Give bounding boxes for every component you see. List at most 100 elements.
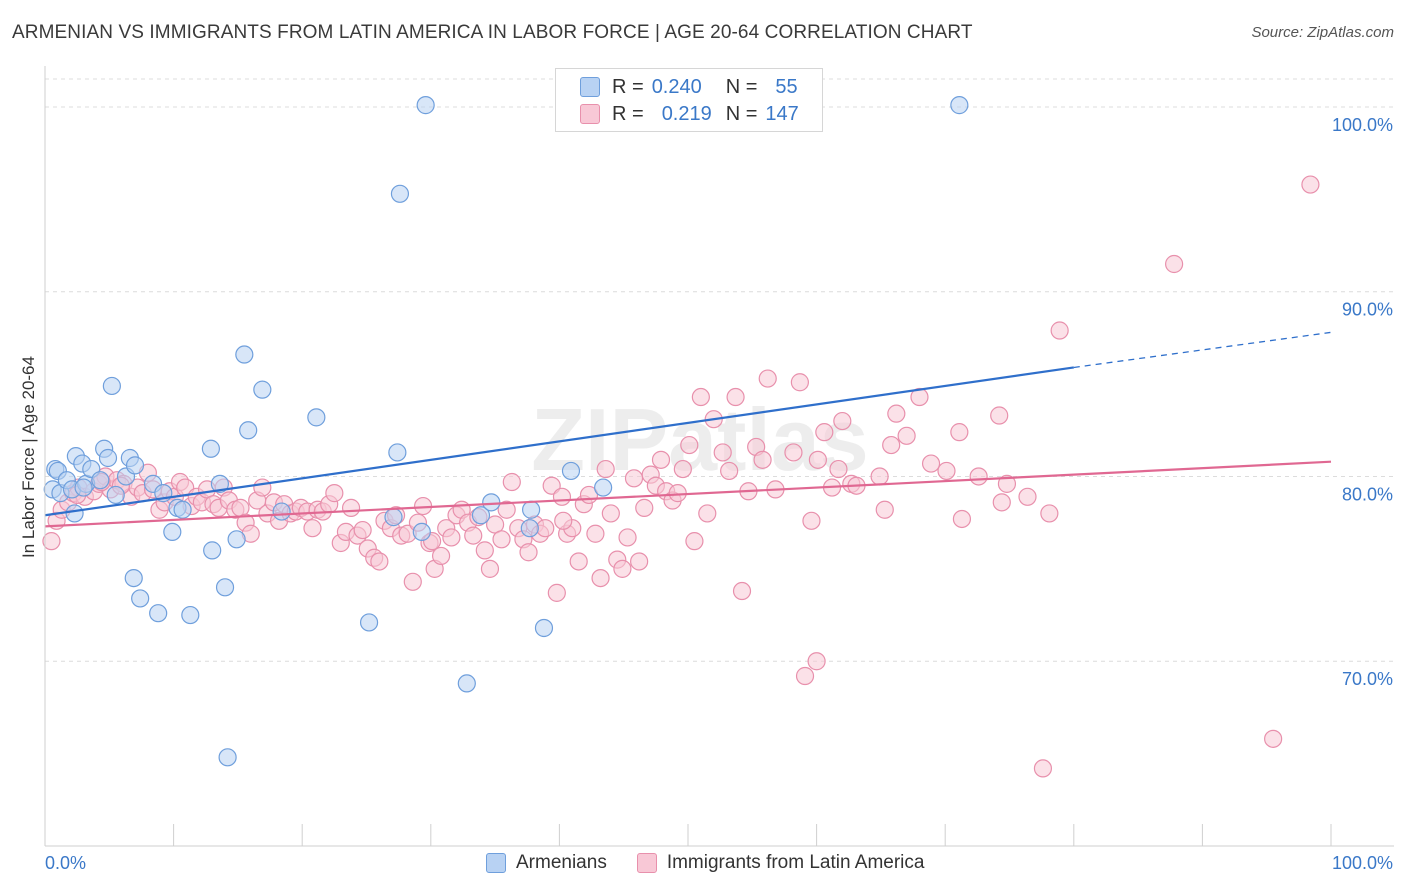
data-point-latin-america — [897, 426, 916, 445]
series-armenians-points — [43, 96, 969, 767]
data-point-latin-america — [950, 423, 969, 442]
data-point-latin-america — [1033, 759, 1053, 778]
data-point-armenians — [102, 376, 121, 396]
data-point-armenians — [359, 613, 379, 632]
data-point-latin-america — [1040, 504, 1059, 523]
data-point-armenians — [307, 408, 326, 427]
data-point-latin-america — [464, 526, 483, 545]
data-point-armenians — [215, 578, 235, 597]
data-point-latin-america — [353, 520, 372, 540]
data-point-latin-america — [990, 406, 1009, 425]
y-tick-label: 80.0% — [1342, 484, 1393, 504]
data-point-latin-america — [997, 474, 1017, 493]
legend-swatch-latin-america — [580, 104, 600, 124]
data-point-latin-america — [875, 500, 894, 519]
data-point-latin-america — [303, 519, 322, 538]
data-point-armenians — [522, 500, 541, 519]
x-tick-label: 0.0% — [45, 853, 86, 873]
data-point-latin-america — [808, 450, 827, 469]
data-point-latin-america — [887, 404, 906, 423]
data-point-latin-america — [586, 524, 605, 543]
data-point-latin-america — [651, 450, 671, 469]
legend-n-label: N = — [725, 75, 758, 98]
data-point-armenians — [74, 478, 93, 497]
data-point-armenians — [388, 443, 407, 462]
chart-title: ARMENIAN VS IMMIGRANTS FROM LATIN AMERIC… — [12, 22, 973, 43]
data-point-latin-america — [833, 411, 852, 431]
data-point-latin-america — [921, 454, 941, 473]
data-point-latin-america — [673, 459, 692, 479]
data-point-latin-america — [403, 572, 422, 591]
data-point-latin-america — [370, 552, 389, 571]
data-point-armenians — [91, 471, 110, 490]
data-point-armenians — [950, 96, 969, 115]
data-point-latin-america — [992, 493, 1011, 512]
x-tick-label: 100.0% — [1332, 853, 1393, 873]
data-point-armenians — [384, 508, 403, 527]
data-point-armenians — [227, 530, 246, 549]
y-tick-label: 90.0% — [1342, 300, 1393, 320]
data-point-latin-america — [802, 511, 821, 530]
data-point-latin-america — [784, 443, 803, 462]
data-point-armenians — [218, 748, 237, 767]
data-point-latin-america — [475, 541, 494, 560]
legend-label-latin-america: Immigrants from Latin America — [666, 852, 925, 873]
legend-row-latin-america: R = 0.219 N = 147 — [580, 101, 799, 127]
data-point-armenians — [181, 605, 200, 625]
data-point-latin-america — [591, 568, 610, 588]
data-point-latin-america — [882, 435, 901, 455]
data-point-latin-america — [807, 652, 826, 671]
data-point-latin-america — [341, 498, 361, 517]
data-point-latin-america — [630, 552, 649, 571]
source-credit: Source: ZipAtlas.com — [1251, 24, 1394, 41]
grid-layer — [45, 78, 1394, 662]
data-point-latin-america — [601, 504, 620, 523]
data-point-latin-america — [952, 509, 972, 529]
data-point-latin-america — [795, 666, 815, 686]
data-point-latin-america — [42, 532, 61, 551]
y-axis-label: In Labor Force | Age 20-64 — [19, 356, 38, 558]
legend-swatch-latin-america — [636, 853, 657, 873]
data-point-latin-america — [1264, 729, 1283, 748]
data-point-armenians — [594, 478, 613, 497]
data-point-latin-america — [542, 476, 561, 495]
data-point-armenians — [124, 568, 143, 588]
data-point-latin-america — [790, 373, 809, 392]
data-point-latin-america — [624, 469, 644, 488]
data-point-latin-america — [1018, 487, 1037, 506]
data-point-latin-america — [596, 459, 615, 479]
data-point-armenians — [471, 506, 491, 525]
data-point-latin-america — [442, 528, 461, 547]
data-point-latin-america — [680, 435, 699, 455]
data-point-armenians — [253, 380, 272, 399]
data-point-latin-america — [536, 519, 555, 538]
watermark: ZIPatlas — [531, 390, 868, 489]
data-point-latin-america — [1050, 321, 1069, 340]
data-point-armenians — [482, 493, 501, 512]
data-point-latin-america — [758, 369, 777, 388]
data-point-armenians — [131, 589, 150, 608]
legend-swatch-armenians — [486, 853, 506, 873]
data-point-armenians — [416, 96, 435, 115]
data-point-armenians — [272, 502, 291, 521]
data-point-armenians — [457, 674, 476, 693]
trend-line-armenians — [44, 366, 1074, 517]
data-point-latin-america — [613, 559, 632, 578]
data-point-latin-america — [497, 500, 516, 519]
data-point-latin-america — [492, 530, 511, 549]
data-point-latin-america — [870, 467, 889, 486]
y-tick-label: 70.0% — [1342, 669, 1393, 689]
data-point-armenians — [534, 618, 554, 638]
data-point-latin-america — [325, 484, 344, 503]
data-point-latin-america — [969, 467, 988, 486]
data-point-armenians — [561, 461, 581, 481]
data-point-armenians — [520, 519, 539, 538]
data-point-latin-america — [829, 459, 848, 479]
data-point-armenians — [65, 504, 84, 523]
legend-r-label: R = — [612, 75, 644, 98]
data-point-armenians — [98, 448, 118, 468]
data-point-latin-america — [720, 461, 739, 481]
data-point-armenians — [239, 421, 258, 440]
data-point-latin-america — [1165, 254, 1184, 274]
